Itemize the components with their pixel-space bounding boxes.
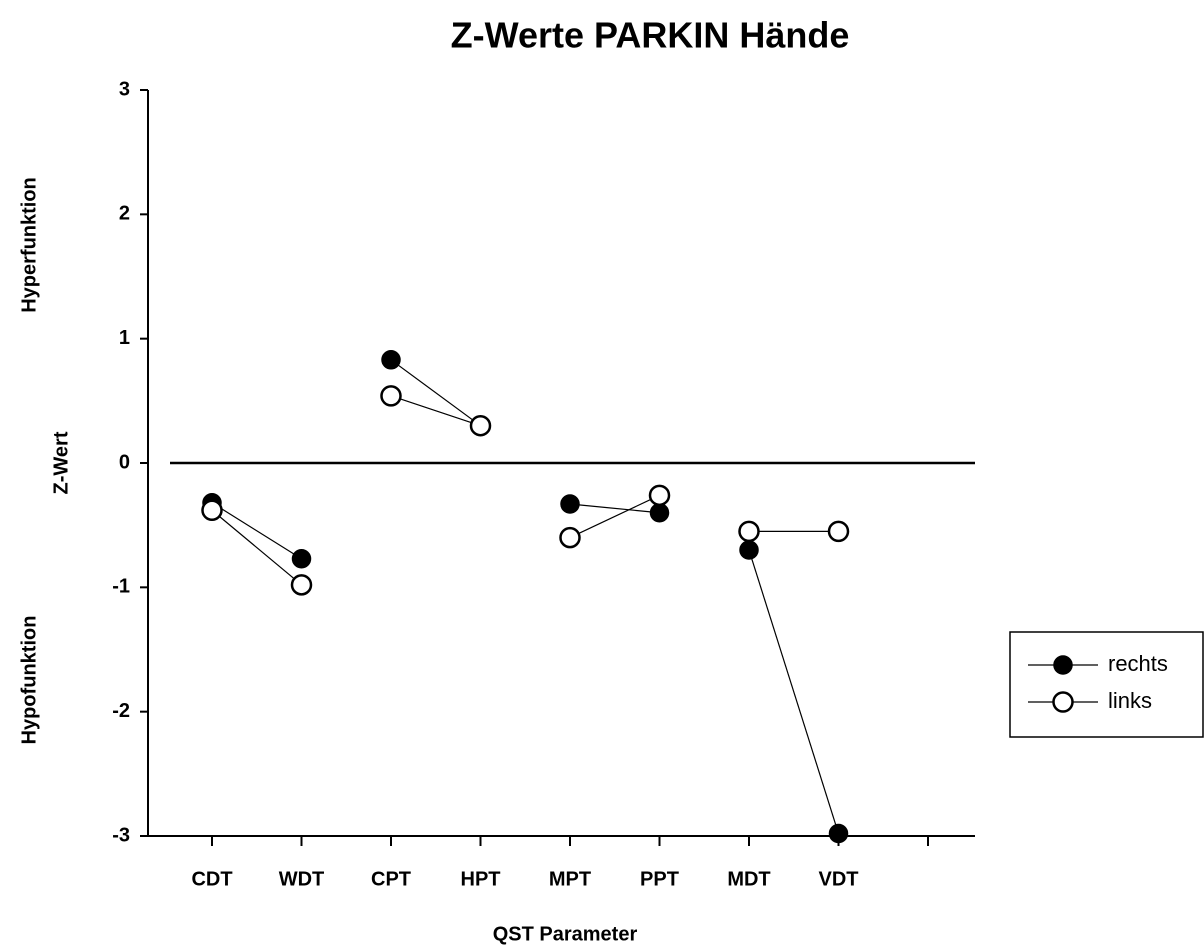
marker xyxy=(291,548,312,569)
series-line xyxy=(211,509,302,586)
marker xyxy=(560,494,580,514)
x-tick-label: VDT xyxy=(819,868,859,890)
marker xyxy=(469,414,492,437)
annotation: Hyperfunktion xyxy=(18,177,40,313)
x-tick-label: CDT xyxy=(191,868,232,890)
y-tick-label: 2 xyxy=(119,203,130,225)
x-tick-label: MDT xyxy=(727,868,770,890)
annotation: Hypofunktion xyxy=(18,616,40,745)
series-line xyxy=(569,494,660,539)
series-line xyxy=(748,549,840,834)
marker xyxy=(380,385,402,407)
marker xyxy=(290,574,313,596)
series-line xyxy=(390,359,481,427)
x-tick-label: WDT xyxy=(279,868,325,890)
legend-label: links xyxy=(1108,688,1152,713)
chart-title: Z-Werte PARKIN Hände xyxy=(451,15,850,56)
marker xyxy=(559,526,581,549)
marker xyxy=(381,350,401,370)
marker xyxy=(201,499,223,521)
legend-marker xyxy=(1052,691,1074,713)
x-tick-label: PPT xyxy=(640,868,679,890)
series-line xyxy=(390,395,481,427)
x-axis-label: QST Parameter xyxy=(493,923,638,945)
legend xyxy=(1009,631,1204,738)
y-tick-label: -1 xyxy=(112,576,130,598)
x-tick-label: CPT xyxy=(371,868,411,890)
y-tick-label: -3 xyxy=(112,824,130,846)
y-tick-label: 3 xyxy=(119,78,130,100)
y-tick-label: 1 xyxy=(119,327,130,349)
series-line xyxy=(569,503,660,514)
marker xyxy=(738,520,760,543)
legend-marker xyxy=(1053,655,1073,675)
legend-label: rechts xyxy=(1108,651,1168,676)
marker xyxy=(827,520,850,543)
y-tick-label: -2 xyxy=(112,700,130,722)
series-line xyxy=(211,502,302,560)
marker xyxy=(739,540,759,560)
x-tick-label: HPT xyxy=(461,868,501,890)
x-tick-label: MPT xyxy=(549,868,591,890)
y-axis-label: Z-Wert xyxy=(50,431,72,494)
marker xyxy=(649,502,670,523)
marker xyxy=(828,823,849,844)
marker xyxy=(648,484,671,507)
y-tick-label: 0 xyxy=(119,451,130,473)
